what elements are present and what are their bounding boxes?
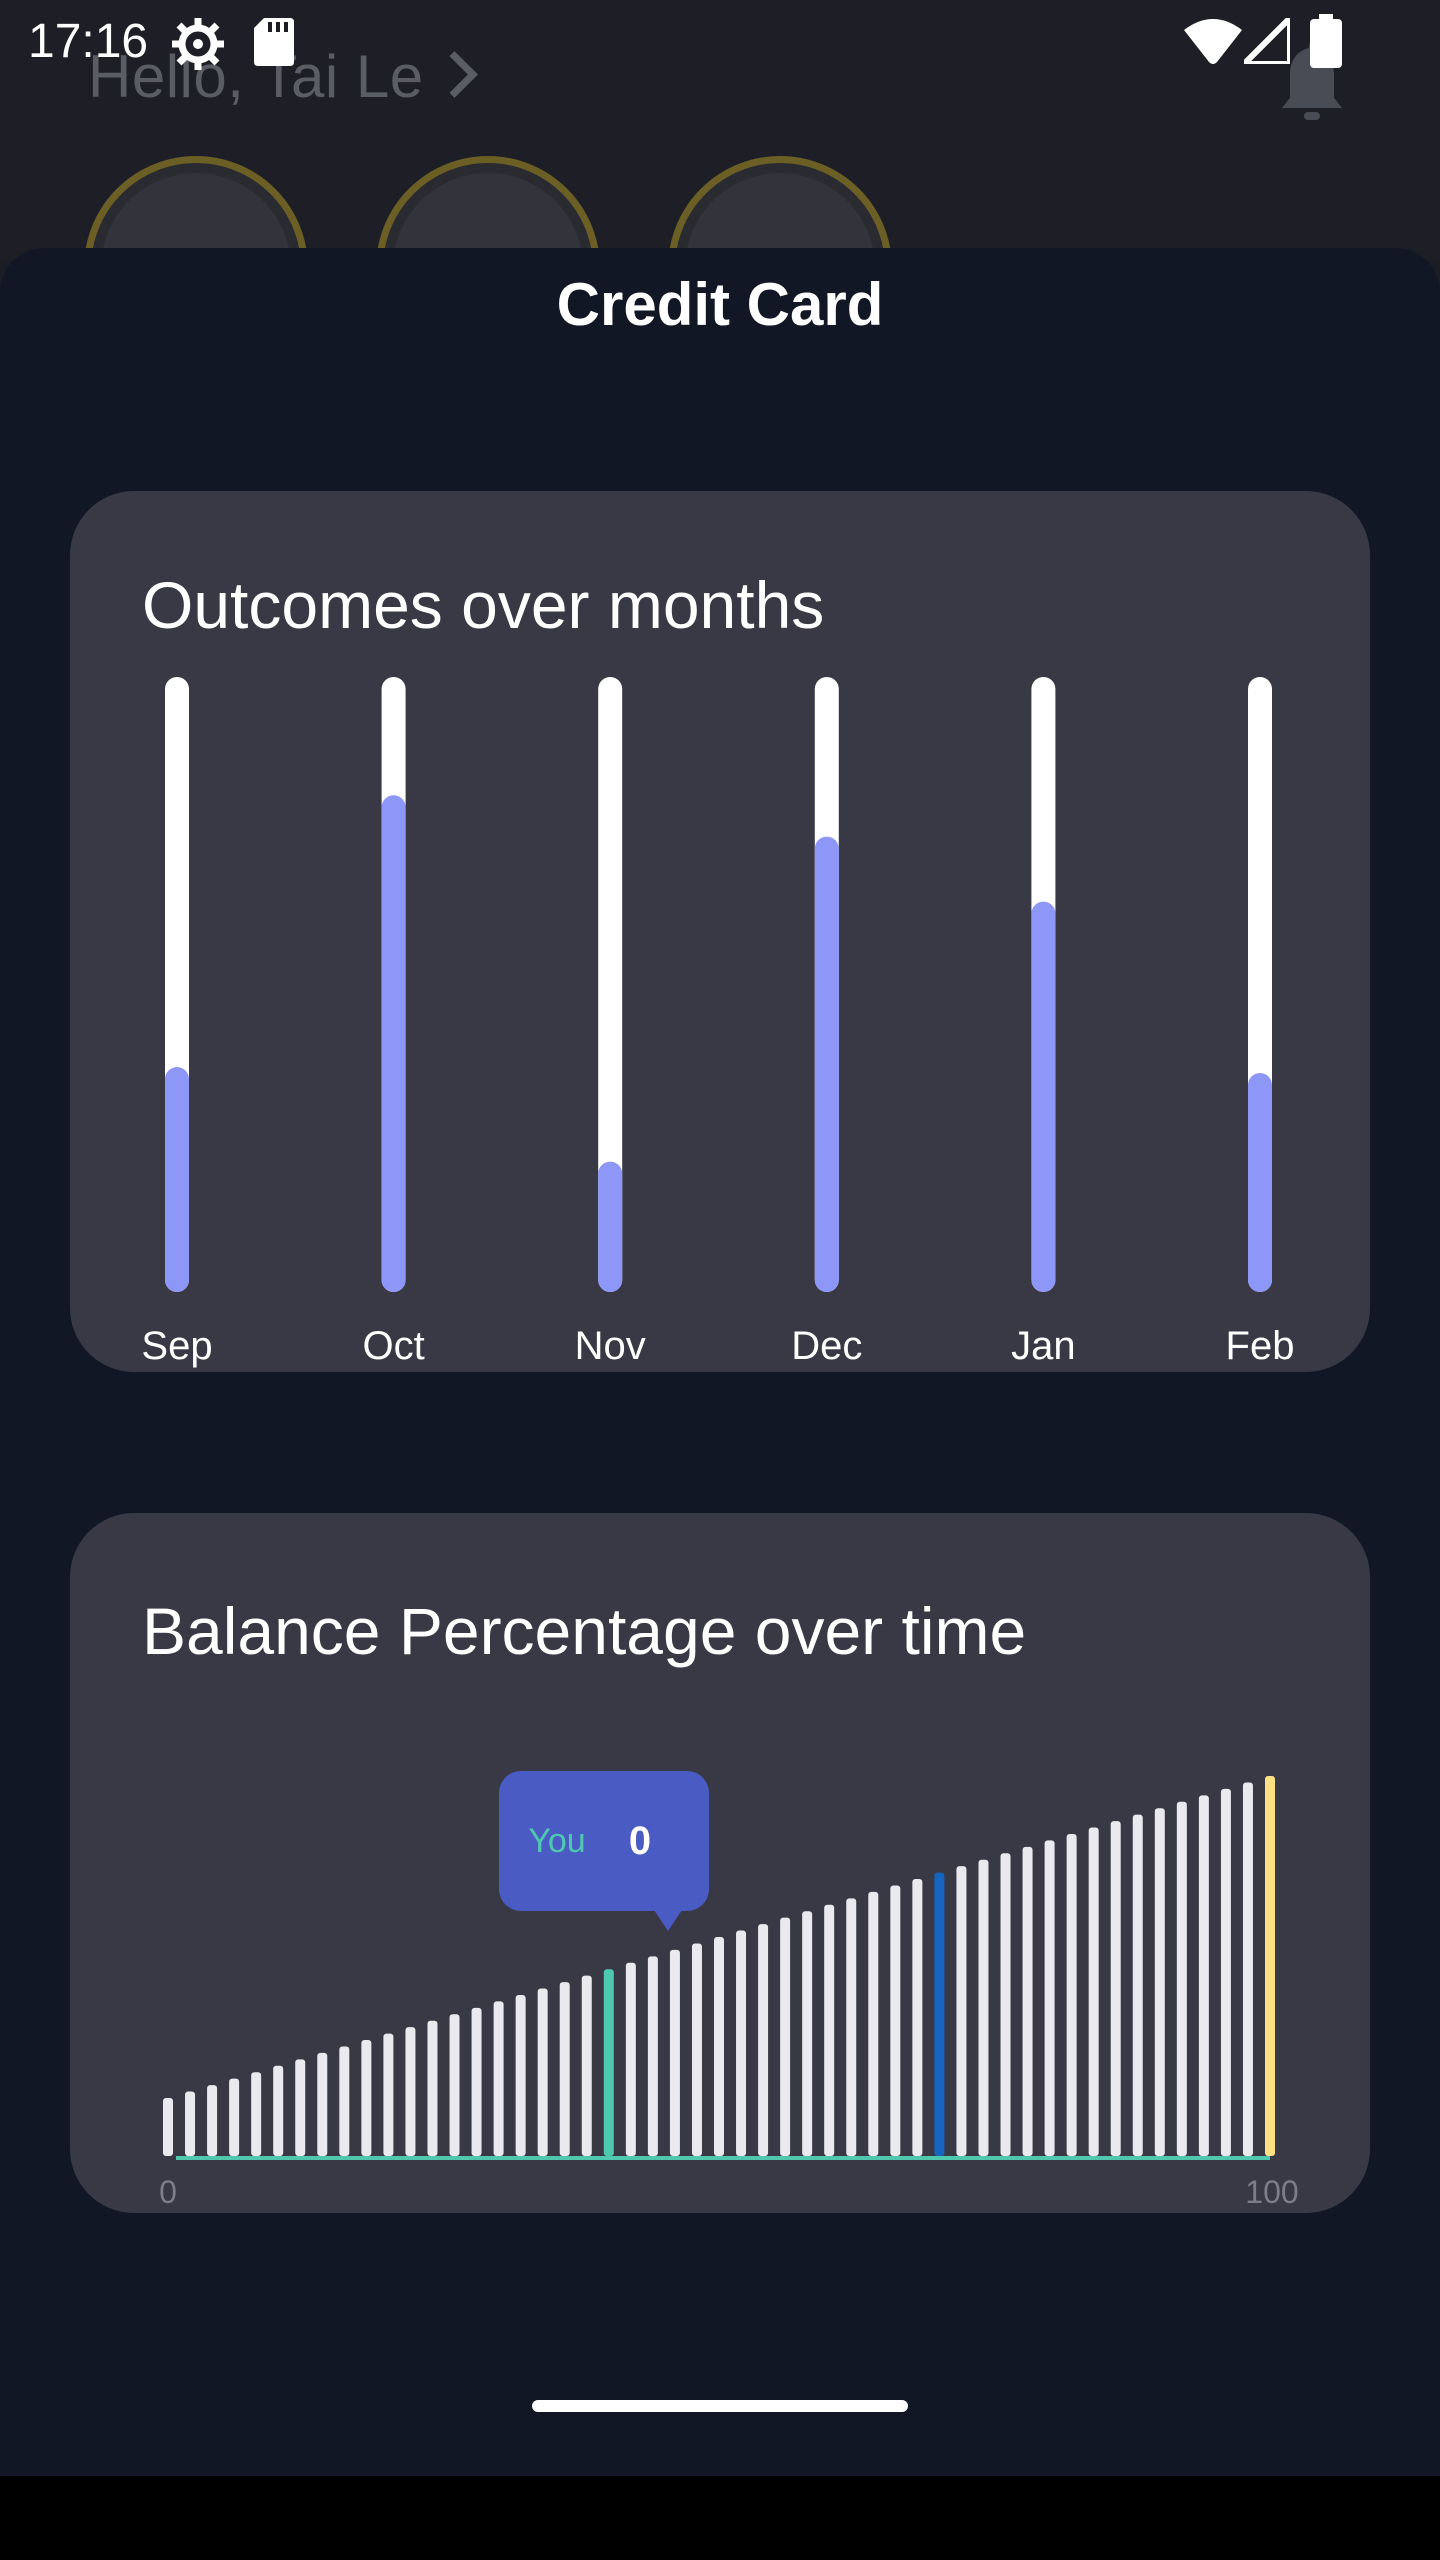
balance-bar[interactable] bbox=[559, 1982, 570, 2156]
balance-chart: 0 100 You 0 bbox=[159, 1771, 1299, 2210]
balance-bar[interactable] bbox=[185, 2091, 196, 2156]
balance-bar[interactable] bbox=[1022, 1846, 1033, 2156]
balance-bar[interactable] bbox=[868, 1891, 879, 2156]
balance-bar[interactable] bbox=[515, 1994, 526, 2156]
balance-bar[interactable] bbox=[1176, 1801, 1187, 2156]
balance-bar[interactable] bbox=[1198, 1795, 1209, 2156]
balance-bar[interactable] bbox=[802, 1911, 813, 2156]
you-tooltip: You 0 bbox=[499, 1771, 709, 1931]
balance-bar[interactable] bbox=[691, 1943, 702, 2156]
outcomes-chart: Sep Oct Nov Dec Jan Feb bbox=[141, 677, 1295, 1368]
balance-bar[interactable] bbox=[669, 1949, 680, 2156]
x-tick-sep: Sep bbox=[141, 1324, 212, 1368]
navigation-bar bbox=[0, 2476, 1440, 2560]
balance-bar[interactable] bbox=[1088, 1827, 1099, 2156]
sd-card-icon bbox=[254, 18, 294, 66]
balance-bar[interactable] bbox=[647, 1956, 658, 2156]
balance-bar[interactable] bbox=[1242, 1782, 1253, 2156]
balance-bar-you[interactable] bbox=[603, 1969, 614, 2156]
balance-bar[interactable] bbox=[1066, 1833, 1077, 2156]
balance-bar[interactable] bbox=[537, 1988, 548, 2156]
outcomes-title: Outcomes over months bbox=[142, 568, 825, 642]
wifi-icon bbox=[1184, 19, 1242, 64]
balance-bar[interactable] bbox=[912, 1879, 923, 2156]
tooltip-label: You bbox=[528, 1822, 585, 1860]
balance-bar[interactable] bbox=[295, 2059, 306, 2156]
balance-card: Balance Percentage over time 0 100 You 0 bbox=[70, 1513, 1370, 2213]
home-handle[interactable] bbox=[532, 2400, 908, 2412]
tooltip-value: 0 bbox=[629, 1819, 651, 1863]
balance-bar[interactable] bbox=[471, 2007, 482, 2156]
settings-gear-icon bbox=[172, 18, 224, 70]
x-tick-start: 0 bbox=[159, 2174, 177, 2210]
balance-bar[interactable] bbox=[581, 1975, 592, 2156]
x-tick-end: 100 bbox=[1245, 2174, 1298, 2210]
balance-bar[interactable] bbox=[1110, 1821, 1121, 2156]
balance-bar[interactable] bbox=[846, 1898, 857, 2156]
balance-bar[interactable] bbox=[736, 1930, 747, 2156]
balance-bar[interactable] bbox=[714, 1937, 724, 2156]
balance-bar[interactable] bbox=[427, 2020, 438, 2156]
balance-title: Balance Percentage over time bbox=[142, 1594, 1027, 1668]
balance-bar[interactable] bbox=[339, 2046, 350, 2156]
balance-bar[interactable] bbox=[163, 2098, 173, 2156]
status-bar: 17:16 bbox=[0, 0, 1440, 84]
balance-bar[interactable] bbox=[229, 2078, 240, 2156]
balance-bar[interactable] bbox=[383, 2033, 394, 2156]
balance-bar[interactable] bbox=[824, 1904, 835, 2156]
outcomes-card: Outcomes over months Sep Oct Nov Dec Jan Feb bbox=[70, 491, 1370, 1372]
x-tick-oct: Oct bbox=[362, 1324, 424, 1368]
x-tick-nov: Nov bbox=[575, 1324, 646, 1368]
battery-icon bbox=[1310, 14, 1342, 68]
signal-icon bbox=[1244, 18, 1290, 64]
x-tick-feb: Feb bbox=[1226, 1324, 1295, 1368]
balance-bar-marker[interactable] bbox=[934, 1872, 945, 2156]
balance-bar[interactable] bbox=[1000, 1853, 1011, 2156]
balance-bar[interactable] bbox=[207, 2085, 218, 2156]
balance-bar[interactable] bbox=[780, 1917, 791, 2156]
sheet-title: Credit Card bbox=[556, 271, 884, 338]
balance-bar[interactable] bbox=[493, 2001, 504, 2156]
balance-bar[interactable] bbox=[1132, 1814, 1143, 2156]
tooltip-bubble bbox=[499, 1771, 709, 1911]
balance-bar[interactable] bbox=[1220, 1788, 1231, 2156]
balance-bar[interactable] bbox=[890, 1885, 901, 2156]
balance-bar[interactable] bbox=[758, 1924, 769, 2156]
balance-bar[interactable] bbox=[1044, 1840, 1055, 2156]
balance-bar[interactable] bbox=[978, 1859, 989, 2156]
balance-bar[interactable] bbox=[956, 1866, 967, 2156]
balance-bar[interactable] bbox=[625, 1962, 636, 2156]
balance-bar[interactable] bbox=[361, 2040, 372, 2156]
balance-bar[interactable] bbox=[317, 2052, 328, 2156]
tooltip-pointer bbox=[654, 1910, 682, 1931]
x-tick-jan: Jan bbox=[1011, 1324, 1076, 1368]
balance-bar[interactable] bbox=[1154, 1808, 1165, 2156]
status-time: 17:16 bbox=[28, 15, 149, 68]
x-tick-dec: Dec bbox=[791, 1324, 862, 1368]
balance-bar[interactable] bbox=[273, 2065, 284, 2156]
balance-bar-end[interactable] bbox=[1265, 1776, 1275, 2156]
balance-bar[interactable] bbox=[251, 2072, 262, 2156]
balance-bar[interactable] bbox=[449, 2014, 460, 2156]
balance-bar[interactable] bbox=[405, 2027, 416, 2156]
